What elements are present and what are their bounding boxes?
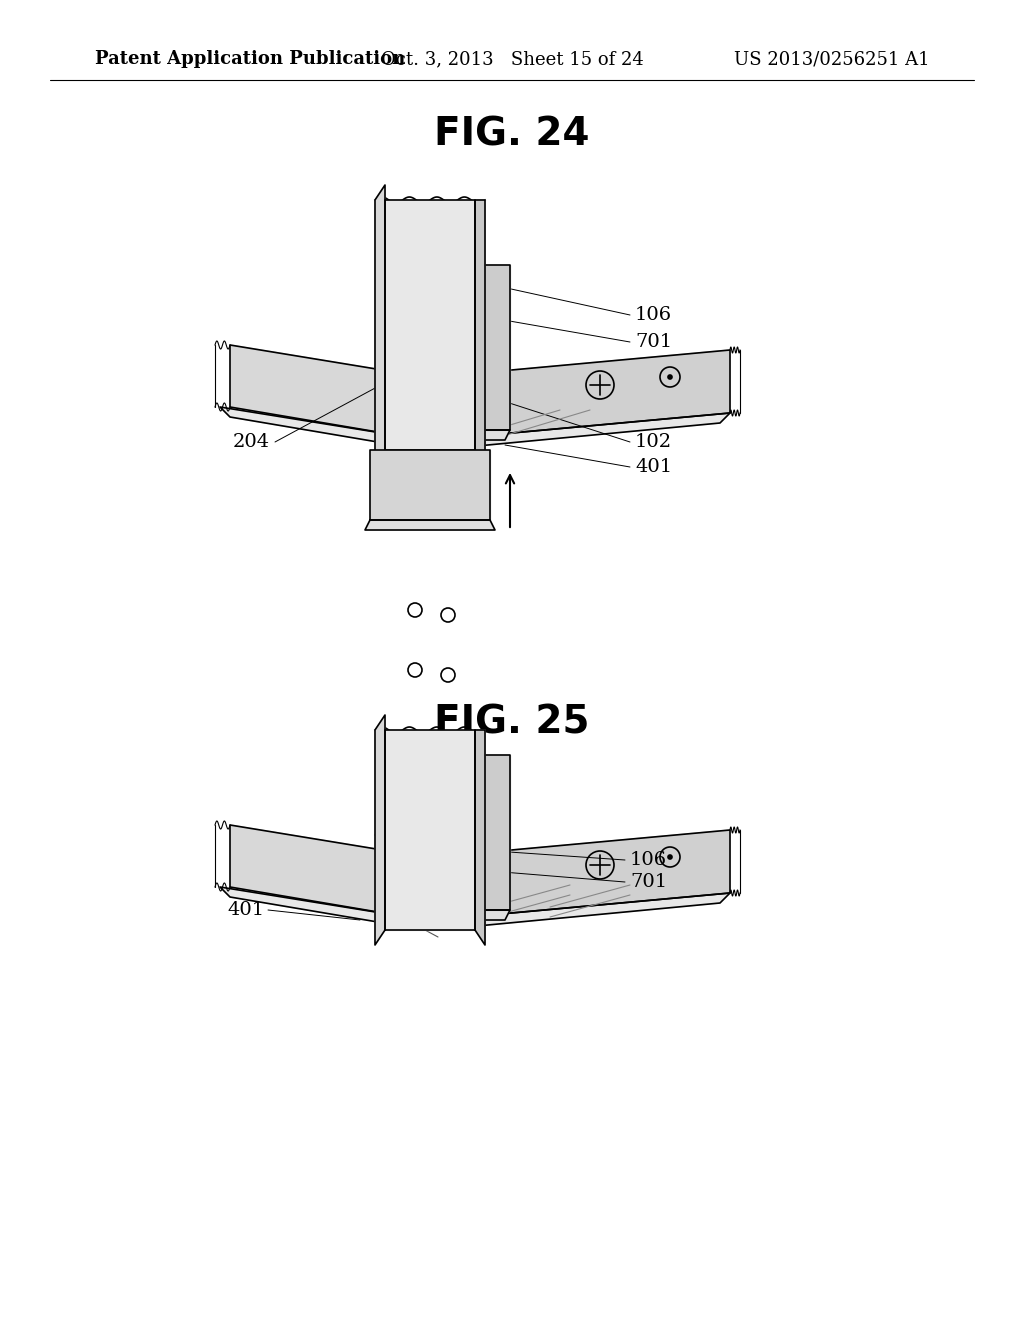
Text: FIG. 24: FIG. 24 xyxy=(434,116,590,154)
Polygon shape xyxy=(220,407,425,450)
Polygon shape xyxy=(370,450,490,520)
Polygon shape xyxy=(220,887,425,931)
Polygon shape xyxy=(425,755,510,909)
Circle shape xyxy=(668,375,672,379)
Text: 701: 701 xyxy=(630,873,667,891)
Polygon shape xyxy=(435,350,730,440)
Text: Oct. 3, 2013   Sheet 15 of 24: Oct. 3, 2013 Sheet 15 of 24 xyxy=(381,50,643,69)
Circle shape xyxy=(668,855,672,859)
Text: Patent Application Publication: Patent Application Publication xyxy=(95,50,406,69)
Text: 102: 102 xyxy=(635,433,672,451)
Polygon shape xyxy=(435,894,730,931)
Text: 701: 701 xyxy=(635,333,672,351)
Polygon shape xyxy=(475,730,485,945)
Polygon shape xyxy=(425,265,510,430)
Polygon shape xyxy=(375,715,385,945)
Text: 401: 401 xyxy=(635,458,672,477)
Text: 401: 401 xyxy=(228,902,265,919)
Polygon shape xyxy=(385,201,475,450)
Polygon shape xyxy=(230,345,425,440)
Polygon shape xyxy=(375,185,385,465)
Polygon shape xyxy=(435,830,730,920)
Polygon shape xyxy=(475,201,485,465)
Polygon shape xyxy=(365,520,495,531)
Polygon shape xyxy=(385,730,475,931)
Text: 204: 204 xyxy=(232,433,270,451)
Text: FIG. 25: FIG. 25 xyxy=(434,704,590,741)
Text: 106: 106 xyxy=(630,851,667,869)
Polygon shape xyxy=(230,825,425,920)
Text: 106: 106 xyxy=(635,306,672,323)
Polygon shape xyxy=(425,430,510,440)
Text: US 2013/0256251 A1: US 2013/0256251 A1 xyxy=(734,50,930,69)
Polygon shape xyxy=(435,413,730,450)
Polygon shape xyxy=(425,909,510,920)
